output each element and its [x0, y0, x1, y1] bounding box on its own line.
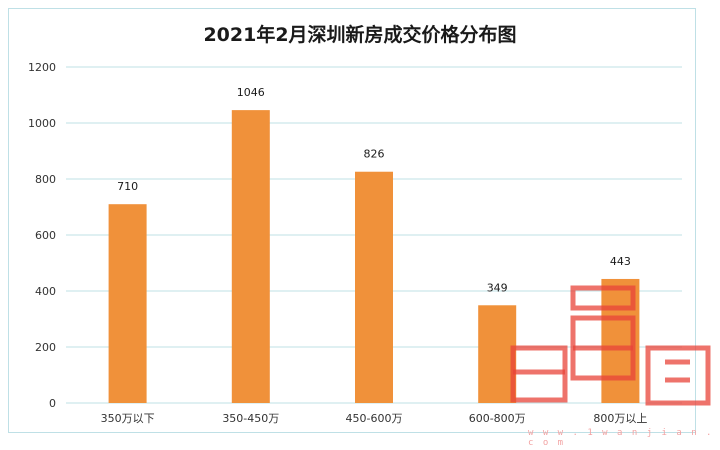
y-tick-label: 800 — [35, 173, 56, 186]
x-tick-label: 800万以上 — [593, 412, 647, 425]
x-tick-label: 350万以下 — [101, 412, 155, 425]
y-tick-label: 1200 — [28, 61, 56, 74]
y-tick-label: 0 — [49, 397, 56, 410]
data-label: 443 — [610, 255, 631, 268]
bar — [108, 204, 147, 403]
y-tick-label: 600 — [35, 229, 56, 242]
data-label: 826 — [364, 148, 385, 161]
data-label: 1046 — [237, 86, 265, 99]
bar — [231, 110, 270, 404]
bar — [478, 305, 517, 403]
y-tick-label: 400 — [35, 285, 56, 298]
y-tick-label: 200 — [35, 341, 56, 354]
x-tick-label: 350-450万 — [222, 412, 279, 425]
bar — [355, 171, 393, 403]
x-tick-label: 450-600万 — [346, 412, 403, 425]
data-label: 710 — [117, 180, 138, 193]
y-tick-label: 1000 — [28, 117, 56, 130]
data-label: 349 — [487, 281, 508, 294]
watermark-url: w w w . 1 w a n j i a n . c o m — [528, 428, 714, 448]
x-tick-label: 600-800万 — [469, 412, 526, 425]
chart-title: 2021年2月深圳新房成交价格分布图 — [203, 24, 517, 46]
